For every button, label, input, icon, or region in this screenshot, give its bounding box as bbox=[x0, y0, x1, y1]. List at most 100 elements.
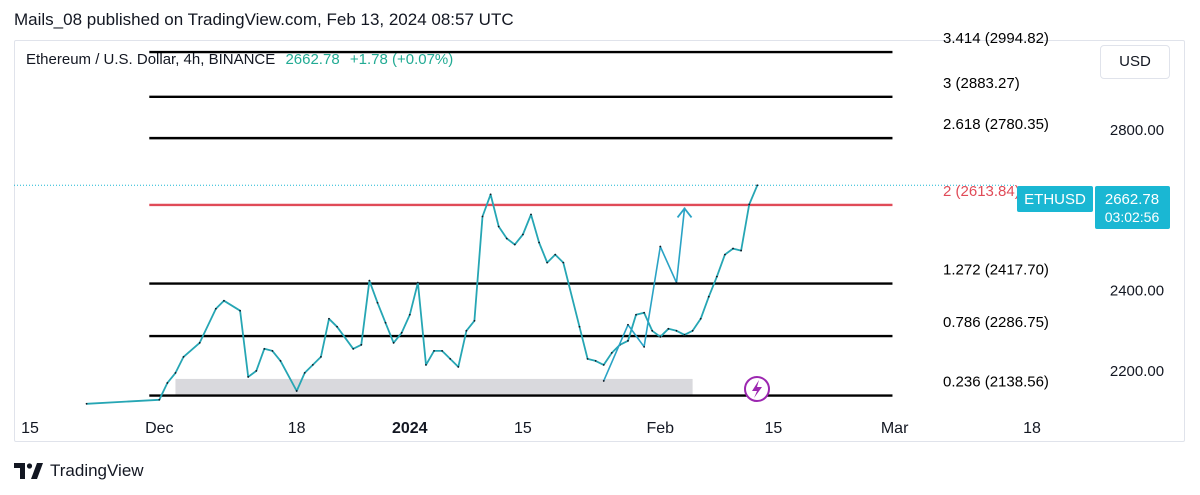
fib-label-3: 2 (2613.84) bbox=[943, 183, 1020, 200]
publisher-caption: Mails_08 published on TradingView.com, F… bbox=[14, 10, 514, 29]
series-0-point-47 bbox=[578, 325, 581, 328]
series-0-point-40 bbox=[513, 243, 516, 246]
price-tag-ticker-box bbox=[1017, 186, 1093, 212]
symbol-change: +1.78 (+0.07%) bbox=[349, 51, 454, 68]
series-1-point-1 bbox=[627, 323, 629, 326]
series-0-point-14 bbox=[295, 390, 298, 392]
fib-levels: 3.414 (2994.82) 3 (2883.27) 2.618 (2780.35… bbox=[149, 30, 1049, 397]
fib-label-2: 2.618 (2780.35) bbox=[943, 116, 1049, 133]
series-0-point-37 bbox=[489, 193, 492, 196]
series-line-0 bbox=[86, 184, 759, 405]
series-0-point-31 bbox=[441, 349, 444, 352]
series-0-point-27 bbox=[408, 313, 411, 316]
price-tag-value: 2662.78 bbox=[1105, 191, 1159, 208]
series-0-point-67 bbox=[740, 249, 742, 252]
series-0-point-36 bbox=[481, 215, 484, 218]
series-0-point-60 bbox=[683, 333, 686, 336]
fib-label-5: 0.786 (2286.75) bbox=[943, 314, 1049, 331]
series-0-point-34 bbox=[465, 329, 468, 332]
series-0-point-32 bbox=[449, 357, 452, 360]
fib-label-4: 1.272 (2417.70) bbox=[943, 262, 1049, 279]
tradingview-logo-icon bbox=[14, 463, 43, 479]
x-tick-1: Dec bbox=[145, 420, 173, 437]
chart-frame bbox=[14, 40, 1185, 442]
series-0-point-33 bbox=[457, 365, 460, 368]
x-tick-4: 15 bbox=[514, 420, 532, 437]
y-tick-1: 2400.00 bbox=[1110, 283, 1164, 300]
price-tag-countdown: 03:02:56 bbox=[1105, 209, 1160, 225]
series-0-point-4 bbox=[182, 355, 185, 358]
symbol-price: 2662.78 bbox=[285, 51, 340, 68]
series-0-point-8 bbox=[239, 309, 241, 312]
price-tag-ticker: ETHUSD bbox=[1024, 191, 1086, 208]
axis-ticks: 15 Dec 18 2024 15 Feb 15 Mar 18 2200.00 2400.00 280… bbox=[21, 122, 1164, 437]
series-0-point-13 bbox=[279, 359, 282, 362]
series-0-point-28 bbox=[416, 281, 419, 284]
y-tick-2: 2800.00 bbox=[1110, 122, 1164, 139]
series-0-point-24 bbox=[384, 321, 387, 324]
series-0-point-48 bbox=[586, 357, 589, 360]
series-0-point-1 bbox=[158, 398, 161, 401]
series-0-point-62 bbox=[699, 317, 702, 320]
series-0-point-16 bbox=[311, 363, 314, 366]
price-series bbox=[85, 184, 759, 405]
series-0-point-3 bbox=[174, 372, 177, 374]
currency-button[interactable]: USD bbox=[1100, 45, 1170, 79]
series-0-point-64 bbox=[715, 275, 718, 278]
x-tick-7: Mar bbox=[881, 420, 909, 437]
symbol-info: Ethereum / U.S. Dollar, 4h, BINANCE 2662… bbox=[26, 51, 453, 68]
series-0-point-26 bbox=[400, 331, 403, 334]
series-1-point-4 bbox=[675, 281, 678, 284]
series-0-point-51 bbox=[610, 351, 613, 354]
series-0-point-65 bbox=[724, 253, 726, 256]
series-0-point-0 bbox=[85, 402, 88, 405]
price-tag: ETHUSD 2662.78 03:02:56 bbox=[1017, 186, 1170, 229]
series-0-point-44 bbox=[546, 261, 549, 264]
series-0-point-49 bbox=[594, 359, 597, 362]
series-0-point-6 bbox=[214, 307, 217, 310]
x-tick-6: 15 bbox=[765, 420, 783, 437]
series-0-point-68 bbox=[748, 203, 751, 206]
symbol-label: Ethereum / U.S. Dollar, 4h, BINANCE bbox=[26, 51, 276, 68]
series-0-point-56 bbox=[651, 329, 654, 332]
series-0-point-57 bbox=[659, 335, 662, 338]
series-0-point-63 bbox=[707, 295, 710, 298]
series-0-point-22 bbox=[368, 279, 371, 282]
series-0-point-58 bbox=[667, 327, 670, 330]
x-tick-2: 18 bbox=[288, 420, 306, 437]
series-0-point-18 bbox=[328, 317, 330, 320]
series-0-point-7 bbox=[223, 299, 225, 302]
series-0-point-61 bbox=[691, 329, 694, 332]
x-tick-8: 18 bbox=[1023, 420, 1041, 437]
series-0-point-20 bbox=[352, 347, 355, 350]
fib-label-1: 3 (2883.27) bbox=[943, 75, 1020, 92]
series-0-point-50 bbox=[602, 363, 605, 366]
series-0-point-5 bbox=[198, 341, 201, 344]
lightning-icon[interactable] bbox=[744, 376, 770, 402]
series-0-point-15 bbox=[303, 372, 306, 374]
series-0-point-46 bbox=[562, 261, 565, 264]
series-0-point-66 bbox=[732, 247, 734, 250]
footer-brand: TradingView bbox=[50, 461, 144, 480]
fib-label-0: 3.414 (2994.82) bbox=[943, 30, 1049, 47]
series-0-point-2 bbox=[166, 382, 169, 384]
series-0-point-38 bbox=[497, 225, 500, 228]
series-0-point-43 bbox=[538, 241, 540, 244]
series-1-point-2 bbox=[643, 345, 646, 348]
x-tick-0: 15 bbox=[21, 420, 39, 437]
fib-label-6: 0.236 (2138.56) bbox=[943, 374, 1049, 391]
x-tick-5: Feb bbox=[647, 420, 675, 437]
series-0-point-23 bbox=[376, 301, 379, 304]
series-0-point-10 bbox=[255, 370, 258, 372]
series-0-point-21 bbox=[360, 343, 363, 346]
impulse-arrowhead bbox=[676, 206, 693, 219]
footer: TradingView bbox=[14, 460, 144, 482]
x-tick-3: 2024 bbox=[392, 420, 428, 437]
series-0-point-35 bbox=[473, 319, 476, 322]
series-0-point-29 bbox=[425, 363, 427, 366]
series-0-point-39 bbox=[505, 237, 508, 240]
series-0-point-17 bbox=[320, 355, 322, 358]
series-line-1 bbox=[602, 208, 686, 382]
series-0-point-45 bbox=[554, 253, 557, 256]
